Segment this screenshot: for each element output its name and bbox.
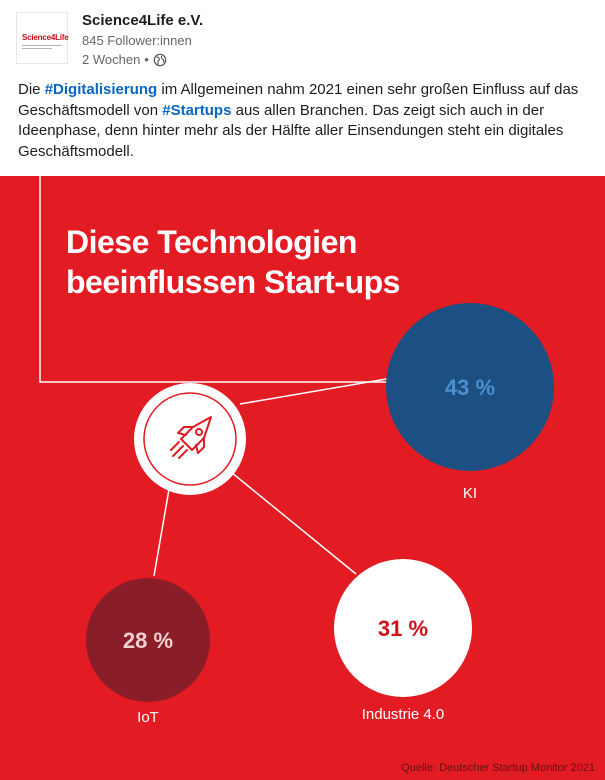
label-iot: IoT	[137, 709, 159, 726]
value-industrie: 31 %	[377, 616, 429, 641]
title-line-1: Diese Technologien	[66, 224, 357, 260]
bubble-iot	[86, 578, 210, 702]
author-name[interactable]: Science4Life e.V.	[82, 12, 204, 29]
connector-ki-line	[239, 377, 393, 405]
center-hub-ring	[143, 392, 237, 486]
logo-line	[22, 48, 52, 49]
label-ki: KI	[462, 485, 478, 502]
rocket-icon	[170, 416, 212, 459]
bubble-industrie	[334, 559, 472, 697]
label-industrie: Industrie 4.0	[361, 706, 445, 723]
post-text: Die #Digitalisierung im Allgemeinen nahm…	[18, 80, 594, 162]
connector-industrie-line	[225, 467, 357, 575]
follower-count: 845 Follower:innen	[82, 33, 192, 48]
value-iot: 28 %	[122, 628, 174, 653]
logo-wordmark: Science4Life	[22, 33, 69, 42]
post-text-part: Die	[18, 81, 45, 98]
infographic[interactable]: Diese Technologien beeinflussen Start-up…	[0, 176, 605, 780]
hashtag-digitalisierung[interactable]: #Digitalisierung	[44, 81, 158, 98]
globe-icon	[153, 53, 167, 66]
title-line-2: beeinflussen Start-ups	[66, 264, 400, 300]
post-meta: 2 Wochen •	[82, 52, 167, 67]
logo-line	[22, 45, 62, 46]
infographic-title: Diese Technologien beeinflussen Start-up…	[66, 222, 400, 302]
value-ki: 43 %	[444, 375, 496, 400]
post-text-part: aus allen Branchen. Das zeigt sich auch …	[18, 101, 564, 160]
post-time: 2 Wochen	[82, 52, 141, 67]
bubble-ki	[386, 303, 554, 471]
company-logo[interactable]: Science4Life	[16, 12, 69, 64]
post-text-part: im Allgemeinen nahm 2021 einen sehr groß…	[18, 81, 579, 119]
hashtag-startups[interactable]: #Startups	[162, 101, 232, 119]
source-note: Quelle: Deutscher Startup Monitor 2021	[401, 762, 595, 774]
meta-separator: •	[144, 52, 149, 67]
infographic-canvas	[39, 176, 554, 702]
connector-frame-line	[39, 176, 400, 383]
center-hub	[134, 383, 246, 495]
post-header: Science4Life Science4Life e.V. 845 Follo…	[0, 0, 605, 72]
